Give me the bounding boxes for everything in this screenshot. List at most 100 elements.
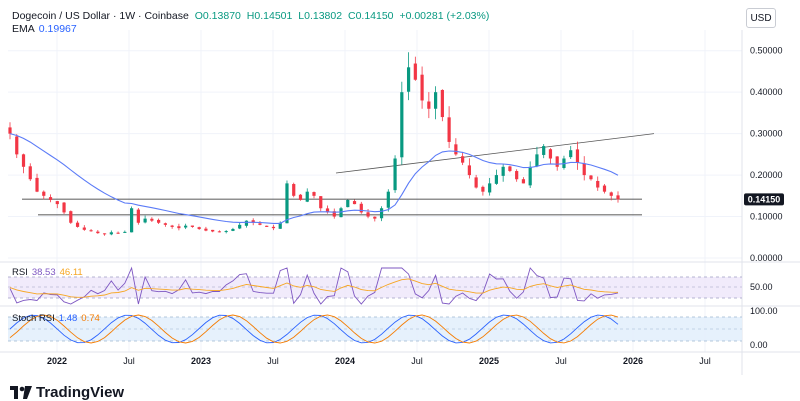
rsi-ma-value: 46.11 — [59, 267, 83, 278]
candle-body — [204, 228, 208, 231]
candle-body — [170, 225, 174, 227]
time-tick-label: 2023 — [191, 356, 211, 366]
price-tick-label: 0.10000 — [750, 212, 783, 222]
rsi-ma-line — [9, 278, 619, 298]
time-tick-label: 2022 — [47, 356, 67, 366]
candle-body — [130, 208, 134, 233]
candle-body — [359, 203, 363, 213]
candle-body — [467, 165, 471, 176]
candle-body — [258, 223, 262, 225]
candle-body — [177, 226, 181, 229]
candle-body — [447, 117, 451, 142]
candle-body — [602, 185, 607, 192]
stoch-label: Stoch RSI — [12, 313, 55, 324]
candle-body — [582, 163, 586, 176]
candle-body — [616, 195, 620, 200]
grid — [8, 30, 742, 352]
candle-body — [157, 219, 161, 223]
symbol-legend: Dogecoin / US Dollar · 1W · Coinbase O0.… — [12, 10, 492, 22]
candle-body — [224, 231, 228, 233]
candle-body — [413, 63, 417, 80]
candle-body — [609, 192, 613, 196]
rsi-legend[interactable]: RSI 38.53 46.11 — [12, 267, 83, 278]
candle-body — [271, 226, 276, 229]
candle-body — [163, 223, 167, 225]
candle-body — [494, 175, 498, 184]
trend-line — [335, 133, 655, 174]
candle-body — [406, 67, 411, 92]
candle-body — [474, 177, 478, 188]
low-value: L0.13802 — [298, 10, 343, 22]
time-tick-label: Jul — [267, 356, 279, 366]
time-tick-label: Jul — [699, 356, 711, 366]
candle-body — [197, 227, 201, 229]
tradingview-logo-icon — [10, 386, 32, 399]
time-tick-label: Jul — [555, 356, 567, 366]
candle-body — [292, 184, 296, 196]
candle-body — [501, 166, 505, 176]
ema-value: 0.19967 — [38, 23, 77, 35]
price-tick-label: 0.40000 — [750, 87, 783, 97]
candle-body — [251, 220, 255, 223]
candle-body — [15, 136, 19, 155]
candle-body — [8, 127, 12, 134]
candle-body — [393, 158, 397, 191]
time-tick-label: 2025 — [479, 356, 499, 366]
candle-body — [521, 179, 526, 184]
candle-body — [143, 218, 147, 223]
time-tick-label: 2026 — [623, 356, 643, 366]
candle-body — [42, 191, 46, 196]
candle-body — [548, 149, 553, 159]
candle-body — [440, 89, 444, 118]
rsi-band — [8, 277, 742, 298]
currency-button[interactable]: USD — [746, 8, 776, 28]
rsi-label: RSI — [12, 267, 28, 278]
ema-line — [9, 133, 619, 224]
candle-body — [244, 220, 249, 226]
candle-body — [231, 228, 235, 231]
price-badge-text: 0.14150 — [748, 194, 781, 204]
candle-body — [427, 101, 431, 109]
candle-body — [89, 230, 93, 232]
candle-body — [454, 144, 458, 155]
candle-body — [575, 149, 580, 163]
candle-body — [217, 231, 222, 233]
candle-body — [48, 197, 53, 200]
stoch-d-value: 0.74 — [81, 313, 100, 324]
candle-body — [434, 92, 438, 109]
candle-body — [319, 196, 323, 209]
candle-body — [278, 222, 282, 229]
price-tick-label: 0.20000 — [750, 170, 783, 180]
candle-body — [21, 154, 26, 167]
candle-body — [528, 166, 532, 186]
rsi-axis-label: 50.00 — [750, 282, 773, 292]
candle-body — [420, 74, 424, 101]
time-axis: 2022 Jul 2023 Jul 2024 Jul 2025 Jul 2026 Jul — [47, 356, 711, 366]
ema-legend[interactable]: EMA 0.19967 — [12, 23, 77, 35]
candle-body — [488, 183, 492, 193]
candle-body — [28, 166, 32, 180]
change-value: +0.00281 (+2.03%) — [399, 10, 490, 22]
candle-body — [190, 225, 194, 227]
candle-body — [123, 231, 127, 233]
symbol-title[interactable]: Dogecoin / US Dollar · 1W · Coinbase — [12, 10, 189, 22]
candle-body — [379, 208, 384, 219]
candle-body — [102, 233, 107, 235]
price-axis: 0.50000 0.40000 0.30000 0.20000 0.10000 0.000… — [750, 46, 783, 263]
high-value: H0.14501 — [246, 10, 293, 22]
close-value: C0.14150 — [347, 10, 394, 22]
price-tick-label: 0.00000 — [750, 253, 783, 263]
tradingview-logo[interactable]: TradingView — [10, 384, 124, 401]
candle-body — [352, 201, 357, 205]
candle-body — [285, 183, 289, 224]
candle-body — [305, 191, 309, 202]
candle-body — [69, 211, 73, 223]
candle-body — [542, 146, 546, 155]
candle-body — [589, 175, 593, 180]
stoch-legend[interactable]: Stoch RSI 1.48 0.74 — [12, 313, 100, 324]
candles — [8, 52, 620, 236]
candle-body — [150, 218, 154, 221]
candle-body — [325, 208, 330, 213]
candle-body — [238, 224, 242, 229]
